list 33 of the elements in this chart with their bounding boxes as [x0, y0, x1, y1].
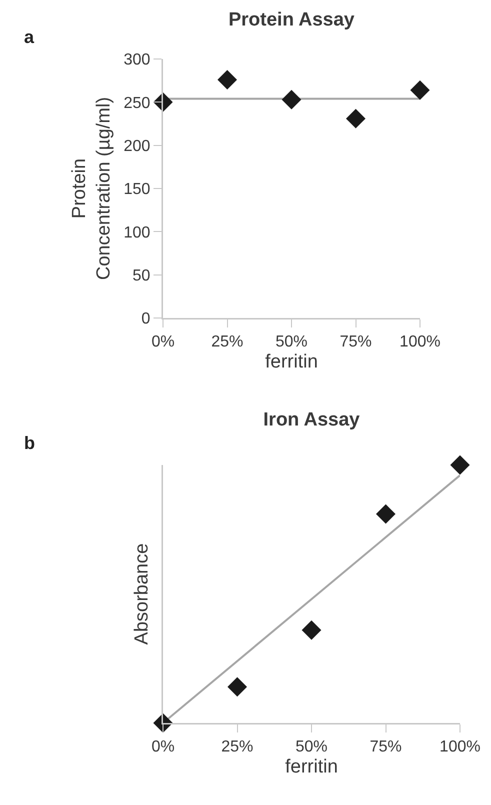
x-axis-title: ferritin [265, 351, 318, 372]
x-tick-label: 0% [151, 738, 175, 756]
x-tick-label: 100% [400, 334, 440, 351]
point [346, 108, 366, 128]
chart-title: Protein Assay [228, 9, 355, 30]
y-axis-title: Protein Concentration (µg/ml) [68, 96, 115, 280]
point [410, 80, 430, 100]
x-tick-label: 100% [440, 738, 480, 756]
x-tick-label: 0% [151, 334, 175, 351]
y-tick-label: 0 [141, 310, 150, 328]
x-tick-label: 25% [211, 334, 244, 351]
x-tick-label: 50% [295, 738, 328, 756]
y-tick-label: 250 [124, 94, 150, 112]
point [218, 70, 237, 90]
x-tick-label: 75% [370, 738, 402, 756]
point [228, 677, 247, 697]
text: b [24, 433, 35, 453]
y-tick-label: 300 [124, 52, 150, 69]
point [302, 620, 322, 640]
x-tick-label: 75% [340, 334, 372, 351]
y-tick-label: 50 [132, 267, 150, 284]
point [450, 455, 470, 475]
point [282, 90, 302, 110]
y-tick-label: 100 [124, 224, 150, 242]
text: a [24, 27, 35, 47]
chart-title: Iron Assay [263, 409, 360, 430]
y-tick-label: 150 [124, 181, 150, 198]
x-tick-label: 25% [221, 738, 254, 756]
point [376, 504, 396, 524]
x-axis-title: ferritin [285, 756, 338, 778]
x-tick-label: 50% [275, 334, 308, 351]
y-axis-title: Absorbance [132, 543, 153, 645]
y-tick-label: 200 [124, 138, 150, 155]
